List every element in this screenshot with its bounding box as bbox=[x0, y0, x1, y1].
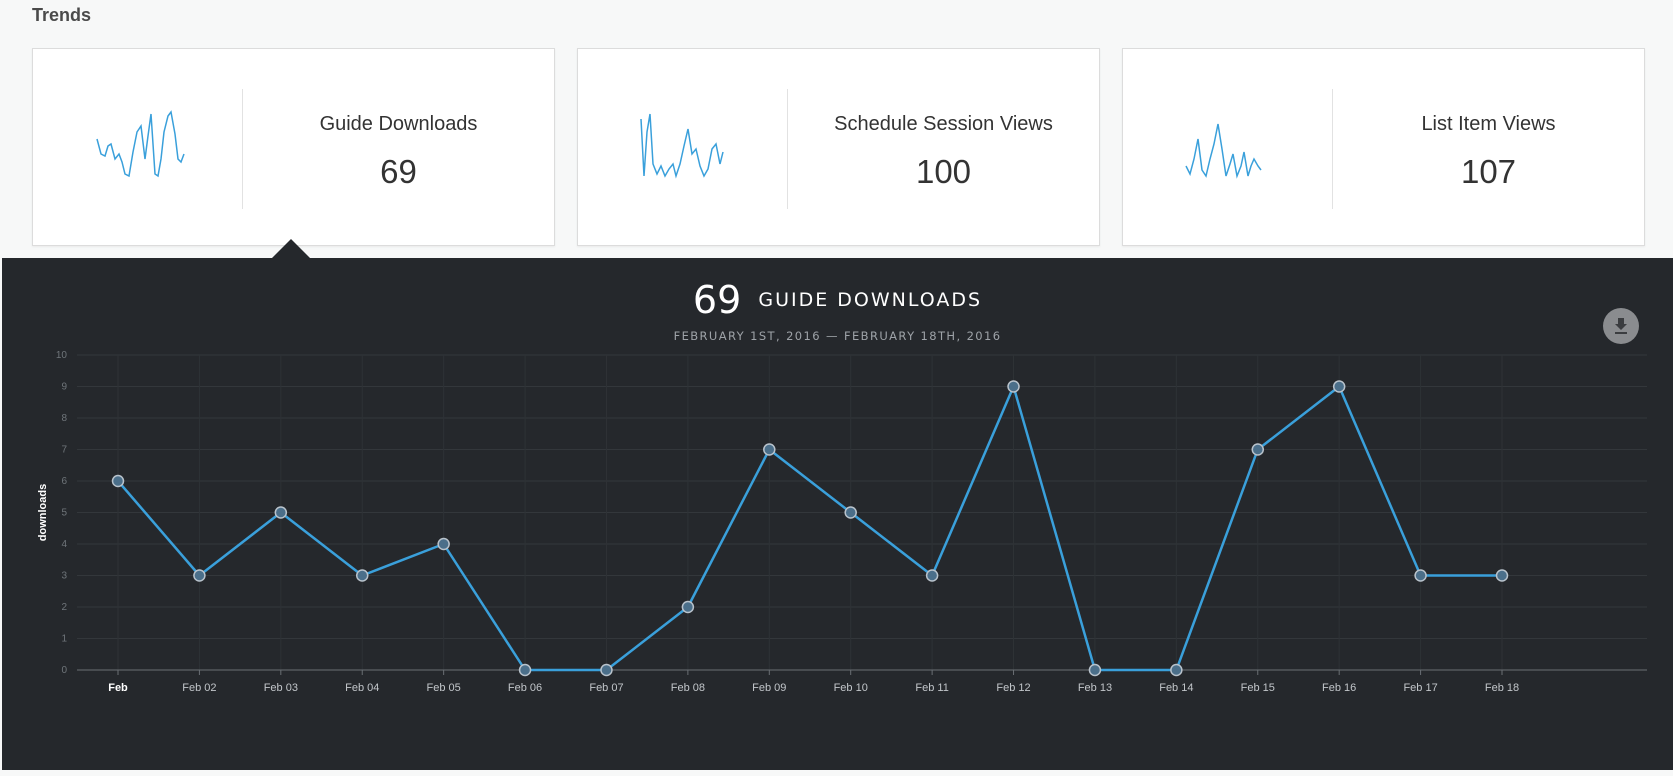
y-tick-label: 0 bbox=[61, 665, 67, 676]
x-tick-label: Feb 09 bbox=[752, 682, 786, 694]
x-tick-label: Feb 13 bbox=[1078, 682, 1112, 694]
y-tick-label: 2 bbox=[61, 602, 67, 613]
y-tick-label: 3 bbox=[61, 571, 67, 582]
data-point bbox=[763, 443, 776, 456]
card-list-item-views[interactable]: List Item Views 107 bbox=[1122, 48, 1645, 246]
y-tick-label: 1 bbox=[61, 634, 67, 645]
downloads-line-chart: 0 1 2 3 4 5 6 7 8 9 10 Feb Feb 02 Feb 03 Feb 04 Feb 05 F… bbox=[37, 350, 1647, 694]
trends-title: Trends bbox=[32, 5, 92, 25]
y-tick-label: 7 bbox=[61, 445, 67, 456]
x-tick-label: Feb 18 bbox=[1485, 682, 1519, 694]
data-point bbox=[111, 474, 125, 488]
data-point bbox=[1088, 663, 1102, 677]
data-point bbox=[355, 569, 369, 582]
x-tick-label: Feb 12 bbox=[996, 682, 1030, 694]
y-tick-label: 5 bbox=[61, 508, 67, 519]
data-point bbox=[1332, 380, 1346, 393]
data-point bbox=[518, 663, 532, 677]
data-point bbox=[1251, 443, 1265, 456]
x-tick-label: Feb 16 bbox=[1322, 682, 1356, 694]
x-tick-label: Feb 14 bbox=[1159, 682, 1193, 694]
sparkline-guide-downloads bbox=[96, 110, 185, 178]
download-button[interactable] bbox=[1603, 308, 1639, 344]
y-tick-label: 8 bbox=[61, 413, 67, 424]
detail-headline: 69 GUIDE DOWNLOADS bbox=[2, 278, 1673, 322]
data-point bbox=[681, 600, 695, 614]
date-range: FEBRUARY 1ST, 2016 — FEBRUARY 18TH, 2016 bbox=[673, 329, 1002, 343]
data-point bbox=[1007, 380, 1020, 393]
y-tick-label: 4 bbox=[61, 539, 67, 550]
card-value: 107 bbox=[1460, 153, 1517, 190]
card-divider bbox=[242, 89, 243, 209]
data-point bbox=[1170, 663, 1183, 677]
card-label: List Item Views bbox=[1421, 113, 1556, 135]
x-tick-label: Feb bbox=[108, 682, 128, 694]
download-icon bbox=[1615, 318, 1627, 334]
data-point bbox=[1495, 569, 1509, 582]
card-value: 69 bbox=[380, 153, 417, 190]
card-schedule-session-views[interactable]: Schedule Session Views 100 bbox=[577, 48, 1100, 246]
selected-card-pointer bbox=[272, 239, 310, 258]
x-tick-label: Feb 15 bbox=[1241, 682, 1275, 694]
x-tick-label: Feb 04 bbox=[345, 682, 379, 694]
card-divider bbox=[1332, 89, 1333, 209]
headline-value: 69 bbox=[692, 278, 742, 322]
x-tick-label: Feb 17 bbox=[1403, 682, 1437, 694]
x-tick-label: Feb 07 bbox=[589, 682, 623, 694]
y-tick-label: 9 bbox=[61, 382, 67, 393]
data-point bbox=[437, 537, 450, 551]
card-guide-downloads[interactable]: Guide Downloads 69 bbox=[32, 48, 555, 246]
x-tick-label: Feb 06 bbox=[508, 682, 542, 694]
y-axis-label: downloads bbox=[37, 484, 49, 541]
x-tick-label: Feb 08 bbox=[671, 682, 705, 694]
data-point bbox=[193, 569, 206, 582]
y-tick-label: 10 bbox=[56, 350, 68, 361]
x-tick-label: Feb 02 bbox=[182, 682, 216, 694]
data-point bbox=[1414, 569, 1427, 582]
card-label: Guide Downloads bbox=[319, 113, 478, 135]
data-point bbox=[274, 506, 288, 519]
card-value: 100 bbox=[915, 153, 972, 190]
data-point bbox=[925, 569, 939, 582]
series-line bbox=[117, 385, 1502, 672]
headline-label: GUIDE DOWNLOADS bbox=[758, 289, 983, 311]
sparkline-list-item-views bbox=[1185, 123, 1262, 179]
detail-panel: 69 GUIDE DOWNLOADS FEBRUARY 1ST, 2016 — … bbox=[2, 258, 1673, 770]
x-tick-label: Feb 10 bbox=[834, 682, 868, 694]
x-tick-label: Feb 11 bbox=[915, 682, 948, 694]
data-point bbox=[600, 663, 613, 677]
x-tick-label: Feb 05 bbox=[427, 682, 461, 694]
y-tick-label: 6 bbox=[61, 476, 67, 487]
card-label: Schedule Session Views bbox=[834, 113, 1053, 135]
data-point bbox=[844, 506, 857, 519]
x-tick-label: Feb 03 bbox=[264, 682, 298, 694]
card-divider bbox=[787, 89, 788, 209]
sparkline-schedule-session-views bbox=[640, 113, 724, 179]
